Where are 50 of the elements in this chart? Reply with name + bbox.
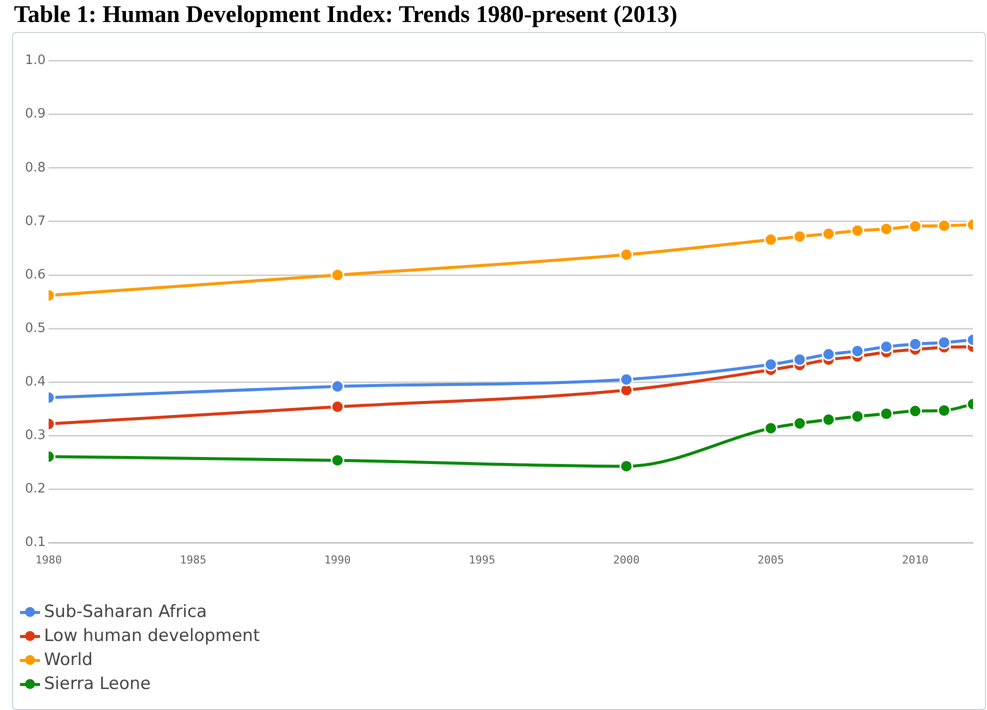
legend-label: World (44, 650, 93, 670)
y-tick-label: 0.2 (24, 482, 46, 497)
point (764, 232, 778, 246)
x-tick-label: 2000 (613, 553, 640, 566)
point (850, 224, 864, 238)
point (792, 352, 806, 366)
point (908, 404, 922, 418)
x-tick-label: 2010 (902, 553, 928, 566)
x-tick-label: 2005 (758, 553, 784, 566)
point (908, 337, 922, 351)
point (792, 230, 806, 244)
point (937, 219, 951, 232)
x-tick-label: 1985 (180, 553, 206, 566)
point (620, 248, 634, 262)
point (822, 412, 836, 426)
point (330, 268, 344, 282)
point (822, 348, 836, 362)
x-tick-label: 1990 (324, 553, 351, 566)
x-tick-label: 1995 (468, 553, 496, 566)
y-tick-label: 0.3 (24, 428, 46, 444)
y-tick-label: 0.5 (24, 320, 46, 336)
point (880, 406, 894, 420)
chart-title: Table 1: Human Development Index: Trends 1980-present (2013) (13, 1, 678, 30)
y-tick-label: 0.1 (24, 535, 46, 550)
legend-label: Sub-Saharan Africa (44, 602, 207, 622)
point (850, 410, 864, 424)
point (330, 454, 344, 468)
y-tick-label: 0.9 (24, 106, 46, 122)
y-tick-label: 0.8 (24, 160, 46, 176)
y-tick-label: 1.0 (24, 53, 46, 68)
point (792, 416, 806, 430)
point (908, 220, 922, 234)
point (880, 340, 894, 354)
point (620, 459, 634, 473)
point (330, 380, 344, 394)
legend-label: Low human development (44, 626, 260, 646)
y-tick-label: 0.4 (24, 374, 46, 390)
point (764, 358, 778, 372)
point (937, 336, 951, 350)
point (764, 421, 778, 435)
point (880, 222, 894, 236)
point (937, 404, 951, 418)
point (850, 344, 864, 358)
point (330, 400, 344, 414)
point (620, 372, 634, 386)
legend-label: Sierra Leone (44, 674, 151, 694)
x-tick-label: 1980 (35, 553, 62, 566)
y-tick-label: 0.7 (24, 214, 46, 229)
y-tick-label: 0.6 (24, 267, 46, 282)
point (822, 227, 836, 241)
